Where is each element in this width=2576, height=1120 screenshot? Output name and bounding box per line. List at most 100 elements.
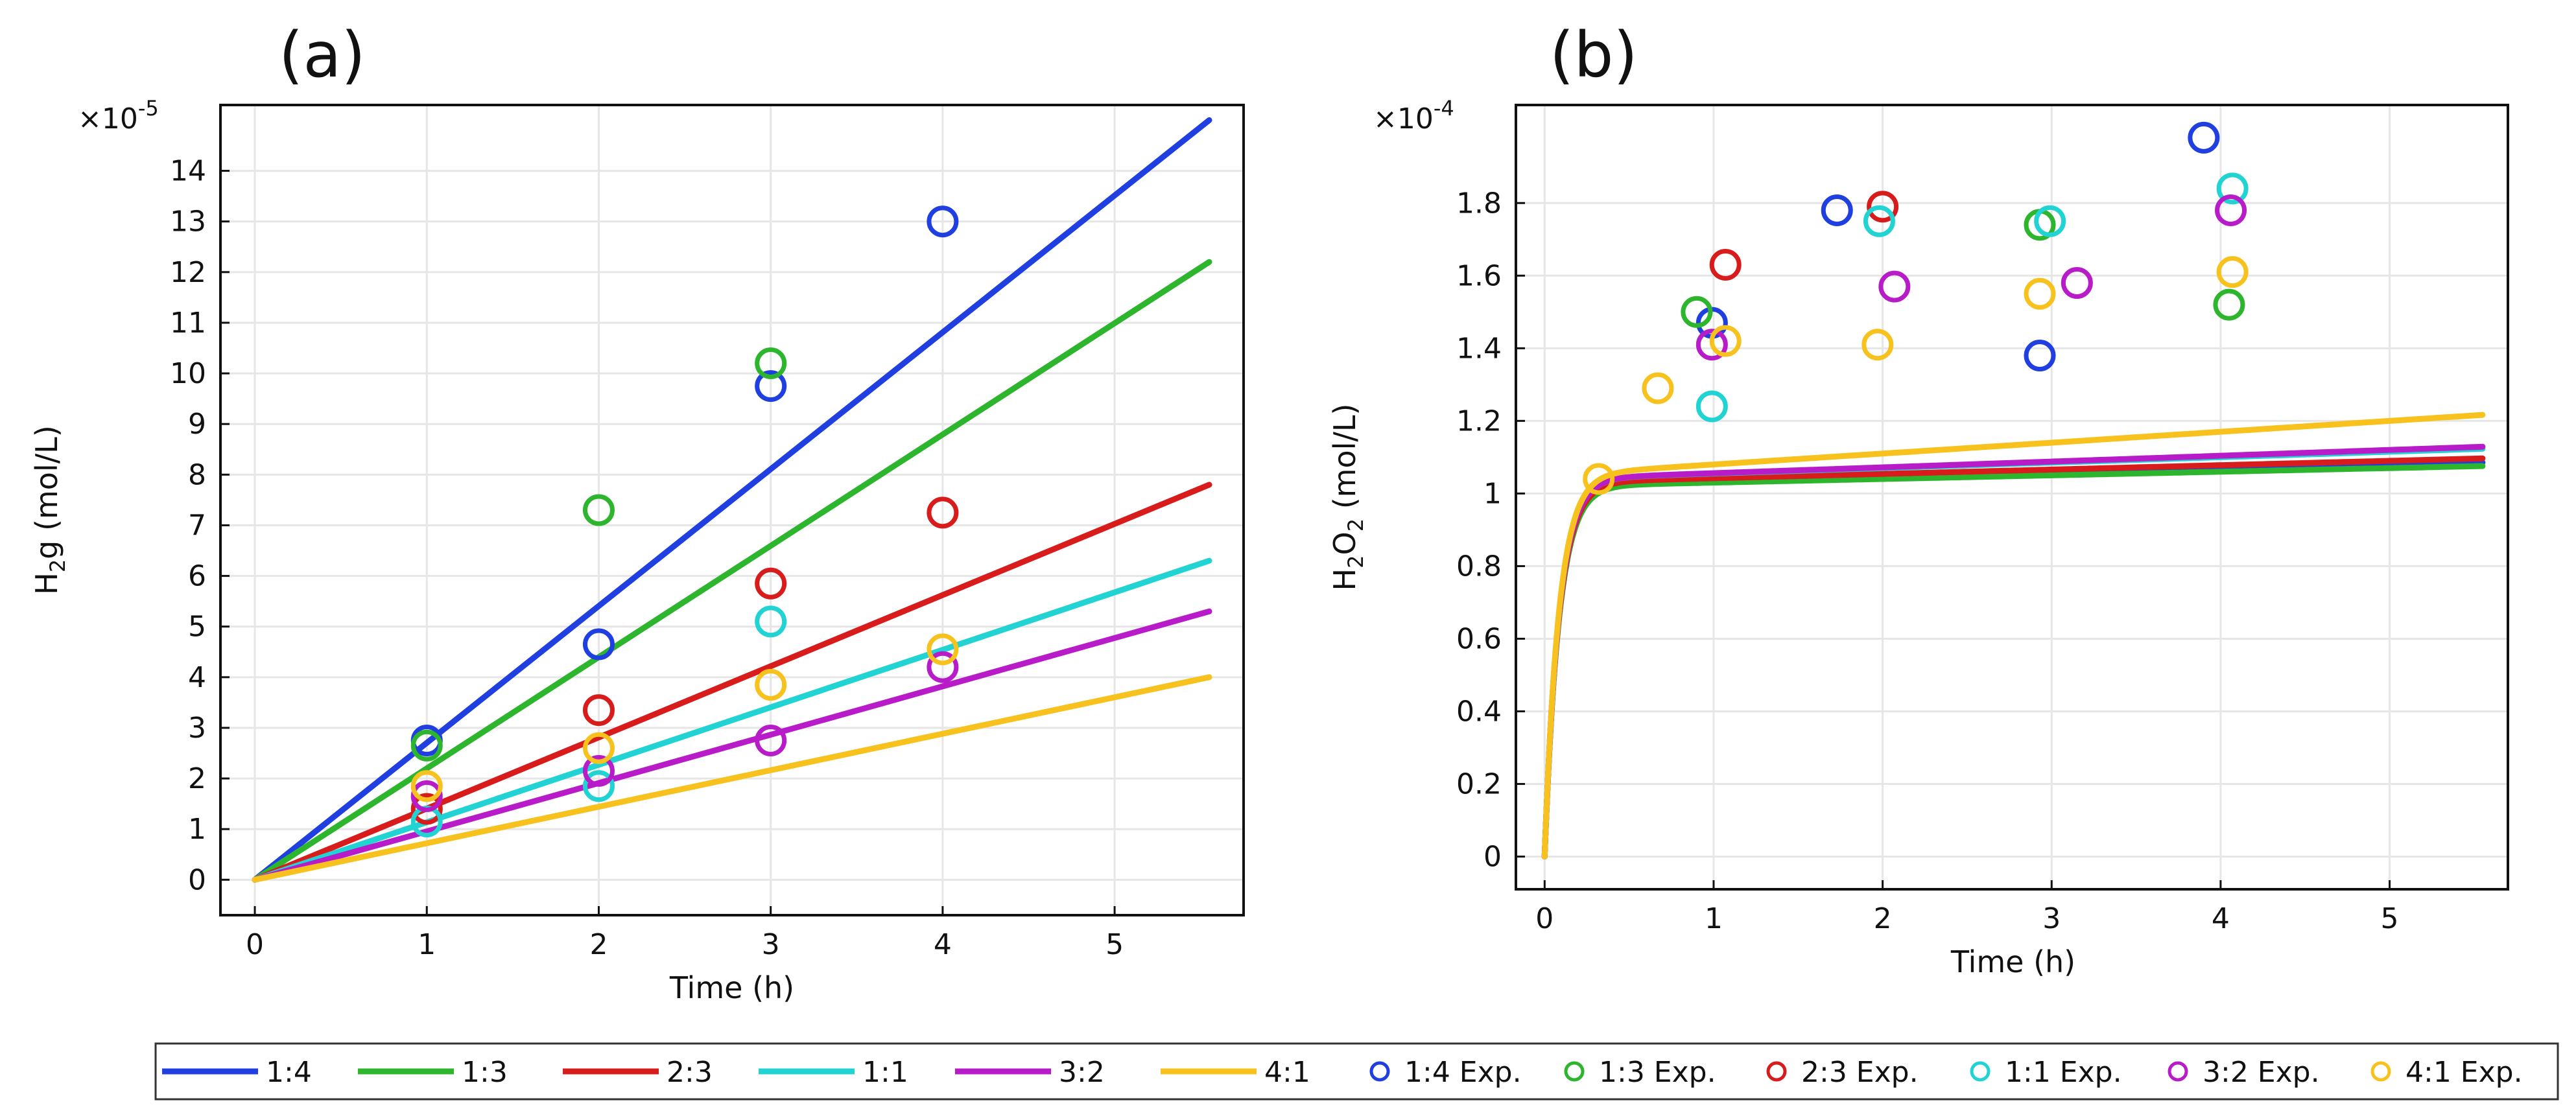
- panel-a-ylabel-sub: 2: [45, 559, 70, 572]
- legend: 1:4 1:3 2:3 1:1 3:2 4:1 1:4 Exp. 1:3 Exp. 2:3 Ex…: [154, 1042, 2559, 1101]
- b-model-line-4-1: [1541, 412, 2486, 860]
- panel-a-x-axis-label: Time (h): [669, 970, 794, 1005]
- a-y-tick-label: 9: [188, 408, 206, 441]
- a-y-tick-label: 2: [188, 762, 206, 795]
- a-exp-point-1-3: [582, 494, 615, 526]
- panel-b-model-lines: [1541, 412, 2486, 860]
- b-y-tick-label: 1.6: [1456, 259, 1502, 292]
- legend-marker-swatch-3-2: [2168, 1061, 2188, 1082]
- b-exp-point-1-4: [2188, 121, 2220, 154]
- panel-b-multiplier: ×10-4: [1373, 96, 1454, 135]
- a-y-tick-label: 14: [170, 155, 206, 188]
- legend-marker-swatch-1-1: [1970, 1061, 1991, 1082]
- a-exp-point-3-2: [582, 754, 615, 787]
- b-y-tick-label: 0.2: [1456, 768, 1502, 801]
- b-exp-point-4-1: [1861, 329, 1894, 361]
- a-model-line-3-2: [252, 608, 1212, 883]
- a-exp-point-3-2: [410, 780, 443, 812]
- legend-marker-label-1-3: 1:3 Exp.: [1599, 1056, 1716, 1089]
- panel-b-label: (b): [1550, 19, 1638, 91]
- b-exp-point-3-2: [1696, 329, 1728, 361]
- b-x-tick-label: 0: [1535, 902, 1554, 935]
- b-model-line-1-3: [1541, 463, 2486, 860]
- panel-b-ylabel-sub1: 2: [1343, 555, 1368, 568]
- a-exp-point-3-2: [755, 724, 787, 756]
- b-model-line-2-3: [1541, 455, 2486, 860]
- a-y-tick-label: 7: [188, 509, 206, 542]
- a-x-tick-label: 0: [246, 928, 264, 961]
- b-y-tick-label: 1.2: [1456, 404, 1502, 438]
- b-exp-point-1-1: [2216, 172, 2249, 205]
- legend-marker-label-1-4: 1:4 Exp.: [1404, 1056, 1522, 1089]
- panel-a-label: (a): [279, 19, 366, 91]
- a-y-tick-label: 6: [188, 560, 206, 593]
- panel-a-multiplier: ×10-5: [78, 96, 159, 135]
- legend-marker-swatch-2-3: [1766, 1061, 1787, 1082]
- panel-a-y-axis-label: H2g (mol/L): [29, 425, 70, 595]
- panel-b-multiplier-base: ×10: [1373, 102, 1434, 135]
- legend-marker-swatch-1-3: [1564, 1061, 1585, 1082]
- b-y-tick-label: 0: [1483, 841, 1502, 874]
- a-exp-point-1-4: [755, 370, 787, 402]
- legend-items: 1:4 1:3 2:3 1:1 3:2 4:1 1:4 Exp. 1:3 Exp. 2:3 Ex…: [162, 1056, 2523, 1089]
- b-exp-point-1-3: [1681, 296, 1713, 328]
- panel-b-ylabel-rest: (mol/L): [1327, 404, 1362, 519]
- legend-marker-label-4-1: 4:1 Exp.: [2405, 1056, 2523, 1089]
- a-exp-point-1-1: [755, 605, 787, 638]
- a-model-line-1-4: [252, 117, 1212, 883]
- b-x-tick-label: 4: [2212, 902, 2230, 935]
- a-exp-point-4-1: [927, 633, 959, 666]
- a-model-line-4-1: [252, 674, 1212, 883]
- a-exp-point-1-4: [582, 628, 615, 660]
- a-y-tick-label: 13: [170, 205, 206, 239]
- b-model-line-1-4: [1541, 460, 2486, 860]
- panel-a-plot-frame: [219, 104, 1245, 916]
- b-exp-point-4-1: [2024, 277, 2056, 310]
- b-exp-point-3-2: [2061, 266, 2093, 299]
- a-exp-point-1-4: [927, 205, 959, 238]
- b-y-tick-label: 0.8: [1456, 550, 1502, 583]
- a-x-tick-label: 3: [762, 928, 780, 961]
- a-y-tick-label: 3: [188, 712, 206, 745]
- panel-a-ylabel-rest: g (mol/L): [29, 425, 64, 559]
- b-x-tick-label: 3: [2042, 902, 2061, 935]
- panel-a-gridlines: [220, 105, 1244, 915]
- panel-b-plot-frame: [1515, 104, 2509, 891]
- a-y-tick-label: 12: [170, 256, 206, 289]
- a-exp-point-4-1: [582, 732, 615, 764]
- b-x-tick-label: 2: [1874, 902, 1892, 935]
- b-y-tick-label: 0.4: [1456, 695, 1502, 729]
- a-x-tick-label: 4: [934, 928, 952, 961]
- b-exp-point-4-1: [2216, 256, 2249, 288]
- panel-b-x-axis-label: Time (h): [1950, 944, 2075, 979]
- panel-b-hydrogen-peroxide: (b) ×10-4 0 1 2 3 4 5 0 0.2 0.4 0.6 0.8 1 1.2 1.4 1.6 1…: [1327, 19, 2509, 979]
- a-exp-point-1-3: [755, 347, 787, 379]
- b-exp-point-1-3: [2213, 288, 2245, 321]
- b-exp-point-1-1: [2034, 205, 2066, 237]
- a-exp-point-2-3: [927, 496, 959, 529]
- b-exp-point-3-2: [2215, 194, 2247, 226]
- a-exp-point-1-1: [582, 770, 615, 802]
- a-x-tick-label: 1: [418, 928, 436, 961]
- legend-line-label-1-3: 1:3: [462, 1056, 508, 1089]
- legend-line-label-1-4: 1:4: [266, 1056, 312, 1089]
- a-exp-point-3-2: [927, 651, 959, 683]
- legend-marker-swatch-1-4: [1369, 1061, 1390, 1082]
- legend-line-label-1-1: 1:1: [862, 1056, 908, 1089]
- a-model-line-2-3: [252, 482, 1212, 883]
- legend-line-label-4-1: 4:1: [1264, 1056, 1310, 1089]
- b-x-tick-label: 5: [2381, 902, 2399, 935]
- a-y-tick-label: 8: [188, 458, 206, 491]
- b-exp-point-1-4: [1821, 194, 1853, 226]
- b-model-line-3-2: [1541, 443, 2486, 860]
- legend-marker-swatch-4-1: [2370, 1061, 2391, 1082]
- b-exp-point-2-3: [1867, 191, 1899, 223]
- a-model-line-1-3: [252, 259, 1212, 883]
- panel-a-multiplier-base: ×10: [78, 102, 138, 135]
- b-exp-point-2-3: [1709, 248, 1742, 281]
- legend-marker-label-1-1: 1:1 Exp.: [2005, 1056, 2122, 1089]
- legend-marker-label-2-3: 2:3 Exp.: [1801, 1056, 1919, 1089]
- legend-line-label-3-2: 3:2: [1059, 1056, 1105, 1089]
